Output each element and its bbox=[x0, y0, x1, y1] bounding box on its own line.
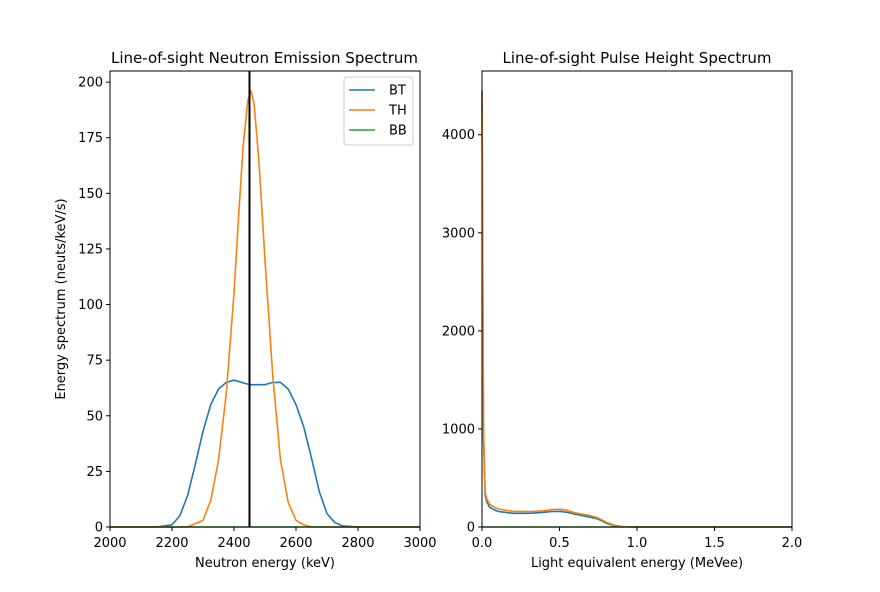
x-axis-label: Light equivalent energy (MeVee) bbox=[531, 556, 743, 571]
y-tick-label: 25 bbox=[86, 465, 103, 480]
y-tick-label: 3000 bbox=[442, 226, 475, 241]
pulse-height-chart: Line-of-sight Pulse Height Spectrum 0.0 0… bbox=[442, 49, 802, 571]
legend-label-th: TH bbox=[388, 104, 407, 119]
y-axis-label: Energy spectrum (neuts/keV/s) bbox=[54, 198, 69, 399]
series-line-bt bbox=[110, 379, 420, 528]
x-tick-label: 2200 bbox=[155, 536, 188, 551]
y-tick-label: 100 bbox=[78, 298, 103, 313]
legend-label-bt: BT bbox=[389, 84, 406, 99]
plot-area bbox=[110, 71, 420, 527]
y-tick-label: 2000 bbox=[442, 324, 475, 339]
y-tick-label: 0 bbox=[467, 521, 475, 536]
y-tick-label: 75 bbox=[86, 354, 103, 369]
legend-label-bb: BB bbox=[389, 124, 407, 139]
legend: BT TH BB bbox=[343, 76, 414, 146]
y-tick-label: 4000 bbox=[442, 128, 475, 143]
y-axis-ticks: 0 25 50 75 100 125 150 175 200 bbox=[78, 76, 110, 536]
y-tick-label: 125 bbox=[78, 242, 103, 257]
x-tick-label: 0.5 bbox=[549, 536, 570, 551]
y-tick-label: 1000 bbox=[442, 422, 475, 437]
x-axis-ticks: 0.0 0.5 1.0 1.5 2.0 bbox=[472, 527, 803, 551]
plot-area bbox=[482, 71, 792, 527]
chart-title: Line-of-sight Neutron Emission Spectrum bbox=[111, 49, 418, 67]
legend-box bbox=[343, 76, 414, 146]
x-tick-label: 2000 bbox=[93, 536, 126, 551]
x-tick-label: 2600 bbox=[279, 536, 312, 551]
series-line-th bbox=[481, 90, 792, 528]
x-tick-label: 1.5 bbox=[704, 536, 725, 551]
neutron-emission-chart: Line-of-sight Neutron Emission Spectrum … bbox=[54, 49, 437, 571]
x-tick-label: 2800 bbox=[341, 536, 374, 551]
y-tick-label: 175 bbox=[78, 131, 103, 146]
chart-title: Line-of-sight Pulse Height Spectrum bbox=[503, 49, 772, 67]
y-tick-label: 150 bbox=[78, 187, 103, 202]
x-tick-label: 3000 bbox=[403, 536, 436, 551]
x-tick-label: 0.0 bbox=[472, 536, 493, 551]
y-tick-label: 0 bbox=[95, 521, 103, 536]
x-tick-label: 2.0 bbox=[782, 536, 803, 551]
x-tick-label: 1.0 bbox=[627, 536, 648, 551]
y-tick-label: 50 bbox=[86, 409, 103, 424]
y-tick-label: 200 bbox=[78, 76, 103, 91]
series-line-th bbox=[110, 90, 420, 528]
x-axis-label: Neutron energy (keV) bbox=[195, 556, 335, 571]
plot-frame bbox=[109, 70, 421, 528]
x-tick-label: 2400 bbox=[217, 536, 250, 551]
x-axis-ticks: 2000 2200 2400 2600 2800 3000 bbox=[93, 527, 437, 551]
y-axis-ticks: 0 1000 2000 3000 4000 bbox=[442, 128, 482, 536]
